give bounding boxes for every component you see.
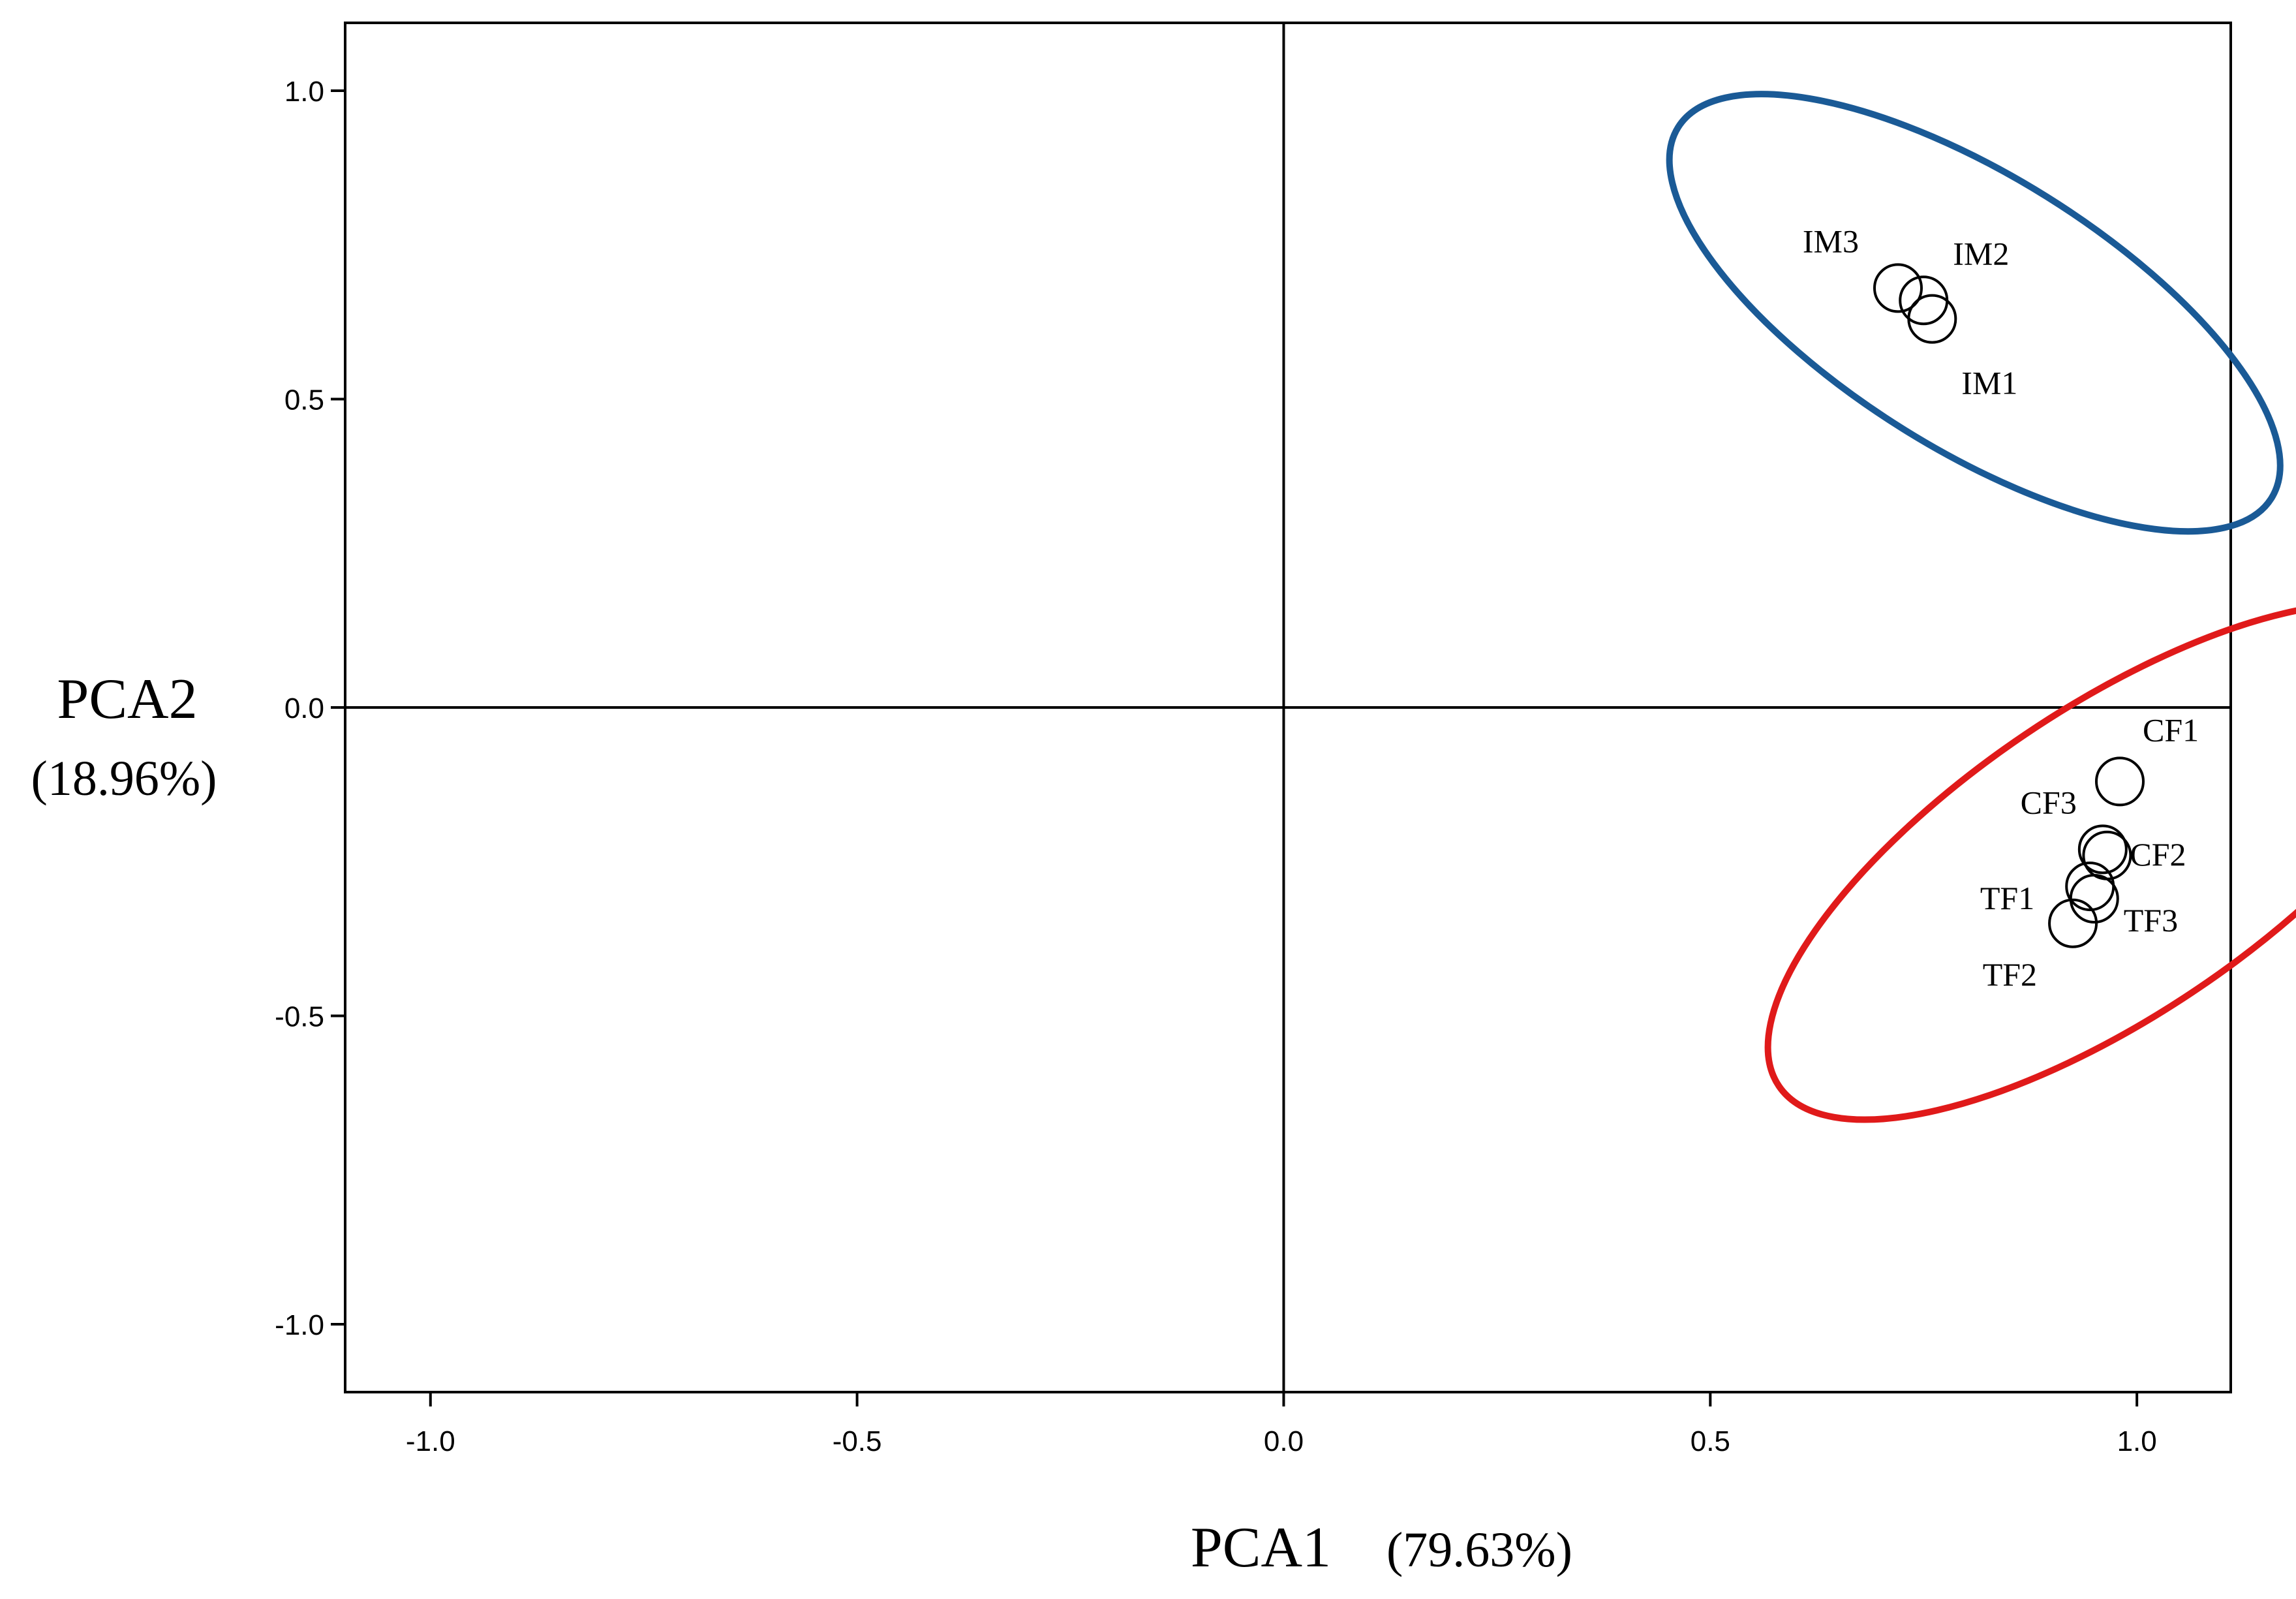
axis-ticks: -1.0 -0.5 0.0 0.5 1.0 1.0 0.5 0.0 -0.5 -1.0: [275, 76, 2157, 1457]
point-marker-cf1: [2095, 756, 2145, 807]
data-points: IM3 IM2 IM1 CF1 CF3 CF2 TF1 TF3 TF2: [1803, 223, 2199, 992]
reference-lines: [345, 23, 2231, 1392]
point-label-im2: IM2: [1953, 235, 2009, 272]
point-marker-tf2: [2048, 898, 2098, 948]
y-tick-label: -1.0: [275, 1309, 324, 1341]
point-label-tf2: TF2: [1983, 956, 2037, 993]
point-label-im3: IM3: [1803, 223, 1859, 259]
x-tick-label: -0.5: [833, 1425, 882, 1457]
point-marker-im2: [1899, 275, 1949, 326]
point-label-cf3: CF3: [2021, 784, 2077, 820]
point-label-cf1: CF1: [2143, 711, 2199, 748]
cluster-ellipse-1: [1666, 91, 2284, 535]
point-label-tf1: TF1: [1980, 880, 2034, 916]
point-marker-cf3: [2077, 824, 2128, 875]
x-axis-percent: (79.63%): [1386, 1523, 1572, 1577]
x-tick-label: 0.5: [1691, 1425, 1730, 1457]
point-label-im1: IM1: [1961, 365, 2017, 401]
point-label-cf2: CF2: [2130, 836, 2186, 873]
x-tick-label: 1.0: [2117, 1425, 2157, 1457]
y-tick-label: -0.5: [275, 1001, 324, 1033]
x-tick-label: -1.0: [406, 1425, 455, 1457]
point-label-tf3: TF3: [2124, 902, 2178, 939]
point-marker-im3: [1873, 263, 1923, 313]
y-axis-percent: (18.96%): [31, 751, 217, 806]
y-tick-label: 1.0: [284, 76, 324, 108]
y-tick-label: 0.0: [284, 692, 324, 724]
cluster-ellipse-2: [1764, 600, 2296, 1123]
cluster-ellipses: [1666, 91, 2296, 1123]
y-tick-label: 0.5: [284, 384, 324, 416]
y-axis-title: PCA2: [57, 668, 197, 731]
point-marker-im1: [1907, 294, 1957, 344]
x-tick-label: 0.0: [1264, 1425, 1304, 1457]
x-axis-title: PCA1: [1191, 1516, 1331, 1579]
